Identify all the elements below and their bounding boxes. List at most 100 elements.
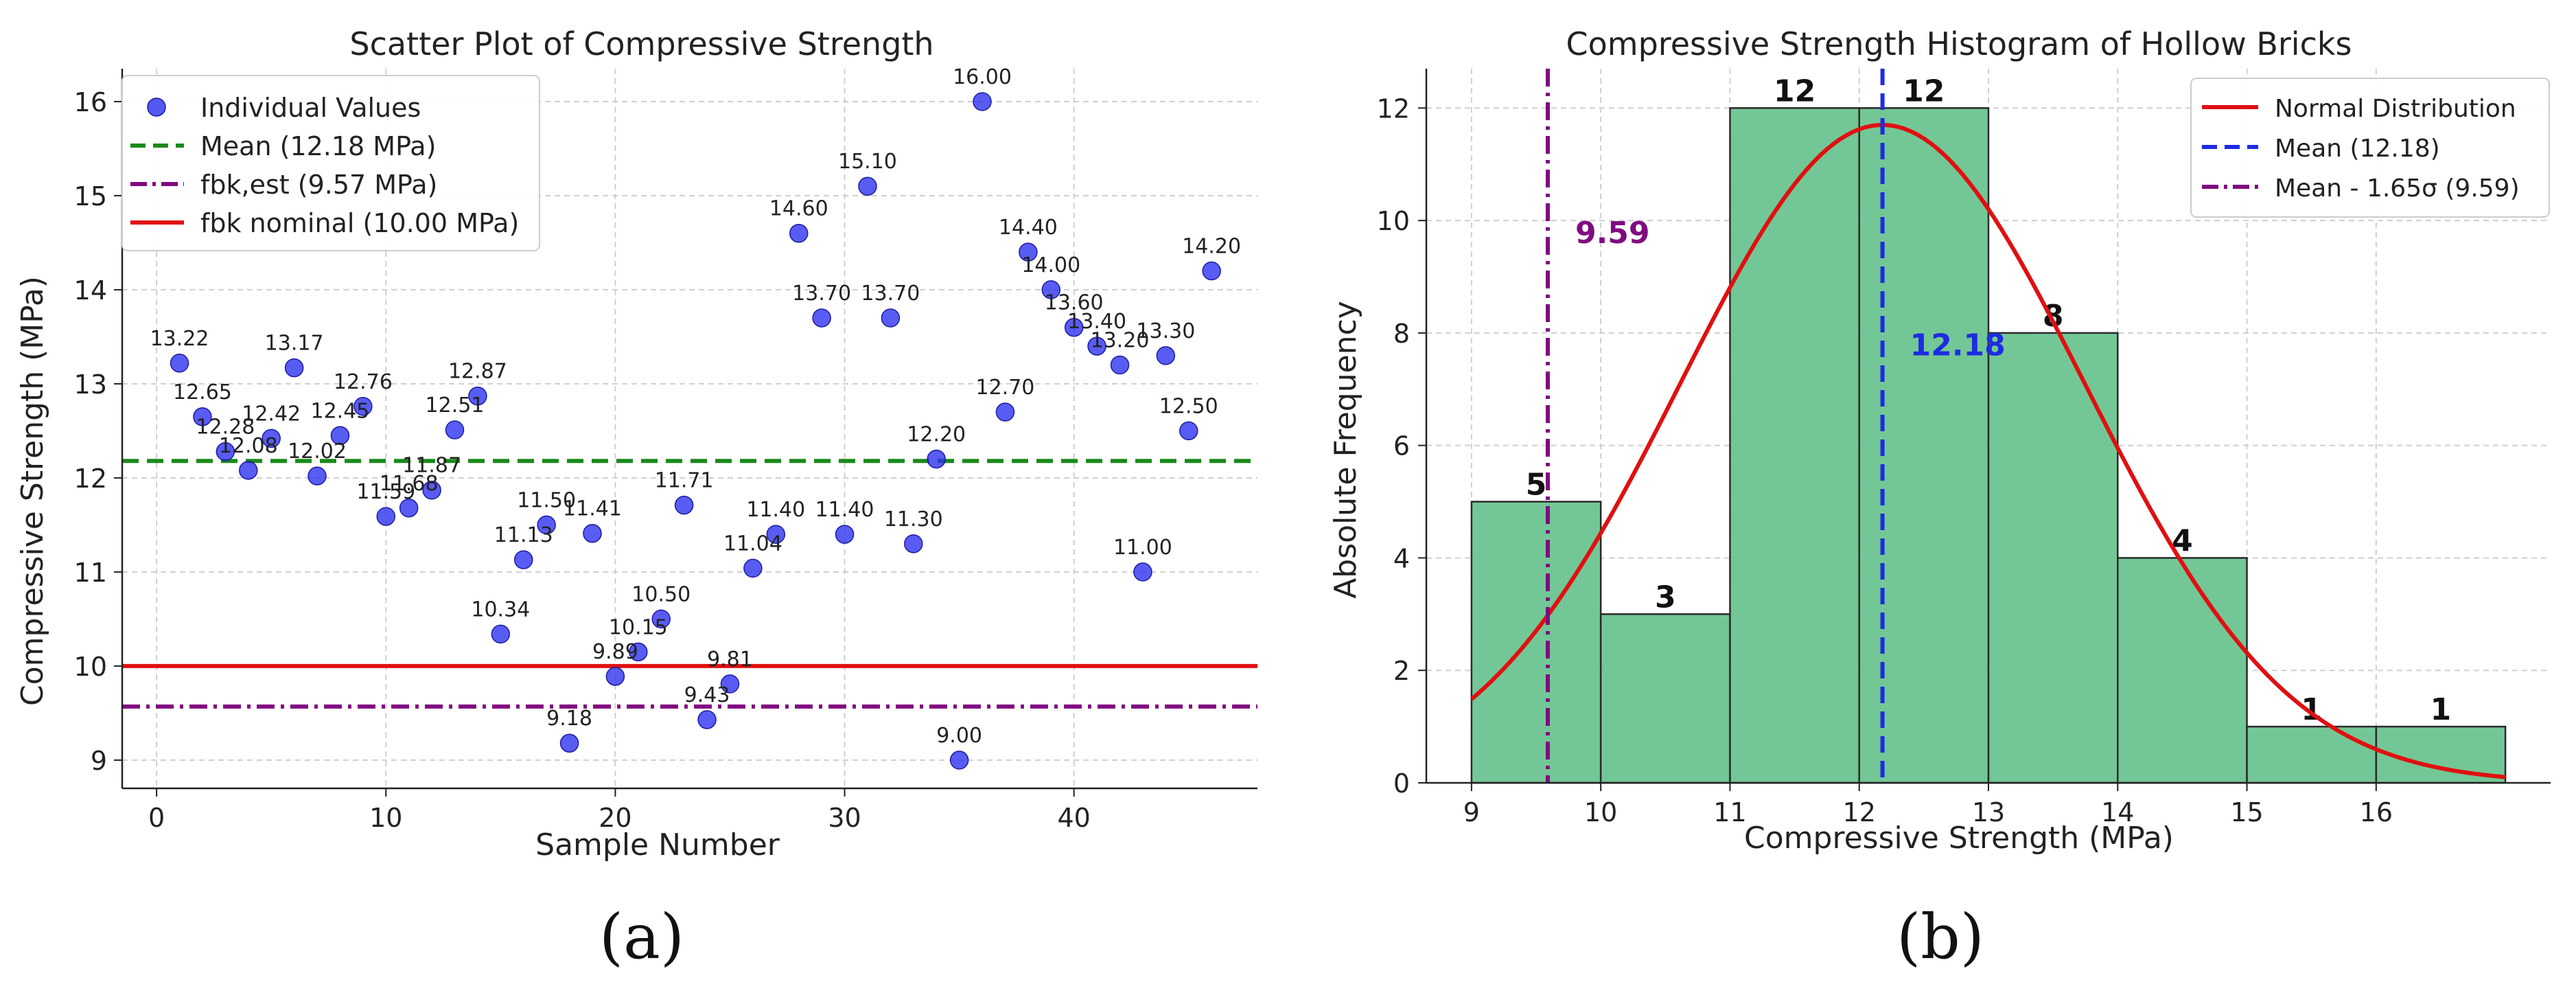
- scatter-point: [651, 609, 671, 629]
- scatter-point-label: 12.02: [288, 439, 347, 464]
- scatter-point: [1087, 336, 1106, 356]
- scatter-point-label: 13.30: [1136, 319, 1195, 343]
- histogram-y-tick-label: 6: [1393, 431, 1410, 461]
- scatter-point: [789, 223, 809, 243]
- scatter-x-ticks: 0 10 20 30 40: [148, 788, 1091, 833]
- scatter-point: [193, 407, 212, 426]
- histogram-bar: [1470, 501, 1602, 784]
- histogram-chart: Compressive Strength Histogram of Hollow…: [1328, 25, 2551, 856]
- scatter-point: [835, 525, 855, 544]
- scatter-point-label: 11.68: [380, 472, 439, 496]
- histogram-y-tick-label: 10: [1377, 206, 1410, 236]
- scatter-x-axis-label: Sample Number: [535, 827, 780, 863]
- histogram-legend-frame: [2190, 78, 2550, 218]
- scatter-point: [537, 515, 556, 535]
- scatter-point-label: 12.70: [975, 376, 1034, 400]
- scatter-point-label: 11.04: [723, 532, 782, 556]
- scatter-point-label: 15.10: [838, 150, 897, 174]
- scatter-point-label: 11.87: [402, 454, 461, 478]
- scatter-point-label: 9.89: [592, 640, 638, 664]
- histogram-bar-label: 12: [1774, 73, 1815, 109]
- histogram-bar-label: 3: [1655, 580, 1676, 615]
- scatter-point-label: 11.40: [746, 498, 805, 522]
- scatter-title: Scatter Plot of Compressive Strength: [349, 25, 933, 62]
- scatter-point: [468, 386, 487, 406]
- scatter-points: [170, 92, 1221, 770]
- scatter-point-label: 16.00: [953, 65, 1012, 89]
- histogram-x-axis-label: Compressive Strength (MPa): [1744, 821, 2174, 856]
- histogram-y-axis-label: Absolute Frequency: [1328, 301, 1363, 599]
- legend-fbk-est-label: fbk,est (9.57 MPa): [200, 170, 437, 200]
- scatter-point-label: 14.40: [999, 216, 1058, 240]
- scatter-point: [170, 354, 189, 373]
- scatter-point-label: 13.22: [150, 327, 209, 351]
- histogram-x-tick-label: 12: [1843, 797, 1876, 827]
- scatter-point-label: 11.50: [517, 488, 576, 512]
- scatter-legend-frame: [121, 75, 540, 251]
- scatter-point: [881, 308, 901, 328]
- histogram-x-tick-label: 14: [2101, 797, 2134, 827]
- scatter-y-tick-label: 13: [74, 369, 107, 400]
- histogram-bar: [1987, 332, 2119, 784]
- histogram-bar: [1599, 613, 1731, 784]
- scatter-legend: Individual Values Mean (12.18 MPa) fbk,e…: [121, 75, 540, 251]
- histogram-x-tick-label: 11: [1713, 797, 1746, 827]
- scatter-y-tick-label: 10: [74, 652, 107, 682]
- scatter-point: [376, 507, 396, 526]
- panel-label-b: (b): [1896, 901, 1984, 973]
- scatter-point: [1156, 346, 1176, 365]
- histogram-x-tick-label: 16: [2360, 797, 2393, 827]
- histogram-bar-label: 1: [2430, 692, 2452, 727]
- histogram-title: Compressive Strength Histogram of Hollow…: [1566, 25, 2352, 62]
- scatter-point-label: 12.76: [334, 370, 393, 394]
- histogram-bar-label: 12: [1903, 73, 1945, 109]
- histogram-bar: [1858, 107, 1990, 784]
- scatter-point: [262, 429, 281, 448]
- scatter-point-label: 11.41: [563, 497, 622, 521]
- scatter-point: [1019, 242, 1038, 262]
- scatter-point-label: 12.45: [310, 399, 369, 423]
- scatter-x-tick-label: 10: [369, 803, 402, 833]
- scatter-y-ticks: 9 10 11 12 13 14 15 16: [74, 87, 122, 776]
- scatter-point-label: 9.43: [684, 683, 730, 707]
- scatter-point: [1041, 280, 1061, 299]
- scatter-point: [697, 710, 717, 729]
- scatter-point-label: 13.20: [1091, 329, 1150, 353]
- scatter-point-label: 9.00: [936, 724, 982, 748]
- scatter-point: [216, 442, 235, 461]
- scatter-point: [605, 667, 625, 686]
- legend-hist-limit-label: Mean - 1.65σ (9.59): [2275, 174, 2520, 203]
- scatter-x-tick-label: 20: [599, 803, 631, 833]
- scatter-point-label: 12.50: [1159, 394, 1218, 418]
- scatter-point-label: 11.00: [1113, 536, 1172, 560]
- legend-curve-label: Normal Distribution: [2275, 95, 2516, 123]
- scatter-point: [766, 525, 786, 544]
- scatter-point-label: 13.40: [1067, 310, 1126, 334]
- scatter-point: [491, 624, 511, 644]
- scatter-point-label: 12.42: [242, 402, 301, 426]
- scatter-y-tick-label: 14: [74, 275, 107, 306]
- legend-points-label: Individual Values: [200, 93, 421, 123]
- scatter-point: [720, 674, 740, 694]
- histogram-x-tick-label: 13: [1972, 797, 2005, 827]
- scatter-y-axis-label: Compressive Strength (MPa): [15, 276, 50, 706]
- scatter-point-label: 13.17: [265, 332, 324, 356]
- scatter-point-label: 11.59: [356, 480, 415, 504]
- scatter-point: [330, 426, 350, 446]
- scatter-point-label: 9.18: [546, 707, 592, 731]
- scatter-point-label: 13.60: [1045, 291, 1104, 315]
- histogram-y-tick-label: 2: [1393, 656, 1410, 686]
- scatter-point: [308, 466, 327, 486]
- scatter-point: [674, 495, 694, 515]
- scatter-point: [284, 358, 304, 378]
- scatter-point-label: 12.87: [448, 360, 507, 384]
- scatter-y-tick-label: 15: [74, 181, 107, 212]
- scatter-point: [1179, 421, 1198, 441]
- scatter-point: [1064, 317, 1084, 337]
- scatter-point: [399, 499, 419, 518]
- histogram-mean-value-label: 12.18: [1910, 328, 2006, 363]
- scatter-point: [995, 402, 1015, 422]
- histogram-y-tick-label: 4: [1393, 543, 1410, 573]
- scatter-point: [513, 550, 533, 569]
